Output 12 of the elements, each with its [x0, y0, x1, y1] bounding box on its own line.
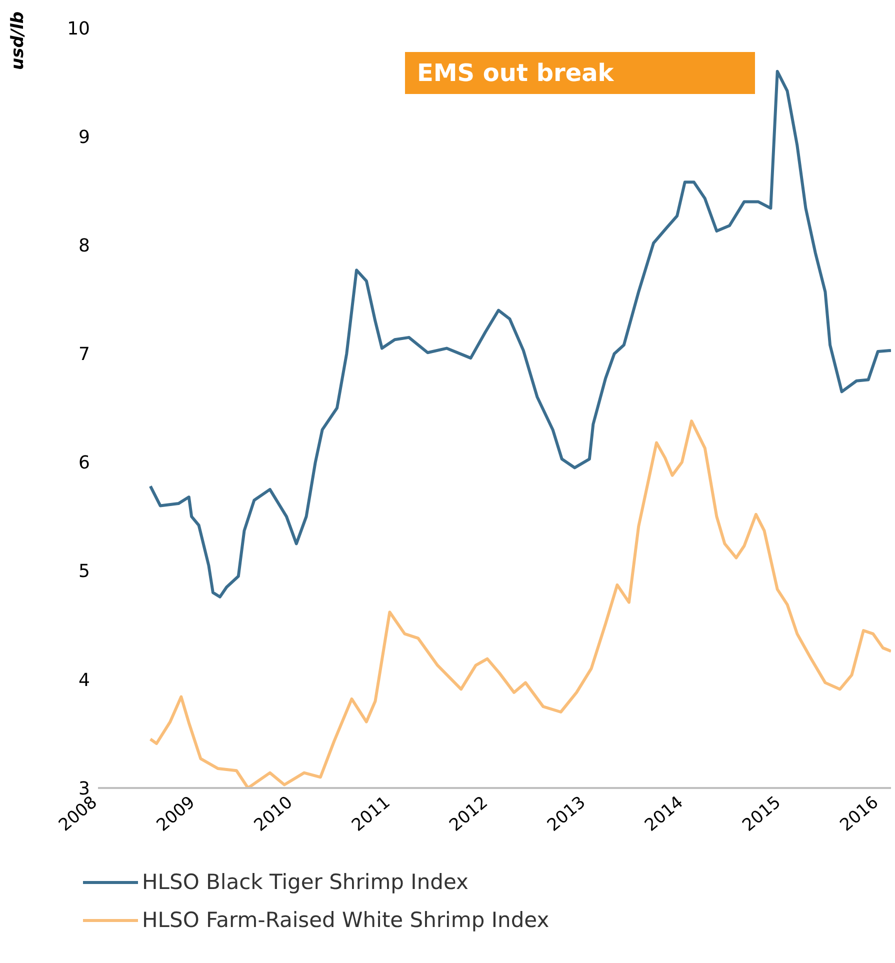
line-series	[148, 420, 891, 788]
y-axis-title: usd/lb	[8, 11, 28, 70]
y-tick-label: 6	[78, 452, 90, 474]
y-tick-label: 7	[78, 344, 90, 366]
y-tick-label: 4	[78, 670, 90, 691]
annotation: EMS out break	[417, 58, 614, 89]
legend-label: HLSO Black Tiger Shrimp Index	[142, 870, 468, 894]
y-tick-label: 8	[78, 236, 90, 257]
y-tick-label: 9	[78, 126, 90, 148]
y-tick-label: 5	[78, 561, 90, 582]
legend-label: HLSO Farm-Raised White Shrimp Index	[142, 908, 550, 932]
y-tick-label: 10	[67, 18, 90, 40]
